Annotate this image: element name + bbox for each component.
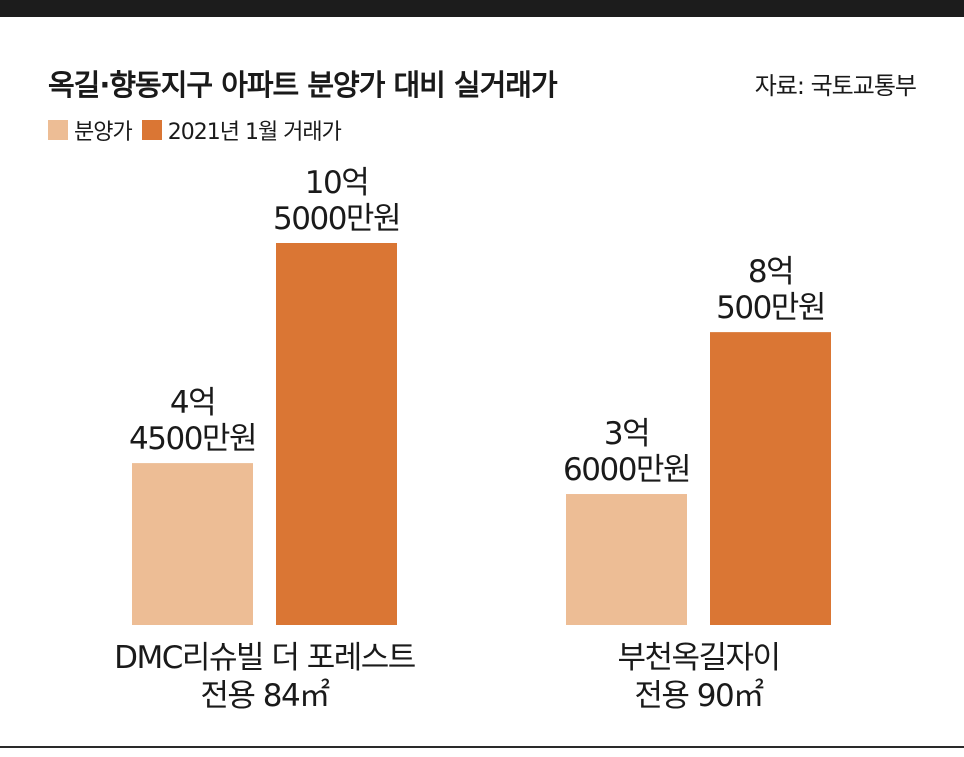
bottom-rule [0, 746, 964, 748]
legend-label-presale: 분양가 [74, 120, 133, 145]
bar-value-label: 3억 [604, 416, 649, 452]
category-label: 전용 84㎡ [200, 678, 330, 714]
category-label: 부천옥길자이 [617, 640, 779, 676]
bar-transaction-1 [710, 332, 831, 625]
bar-presale-1 [566, 494, 687, 625]
bar-transaction-0 [276, 243, 397, 625]
bar-value-label: 4500만원 [129, 421, 256, 457]
top-bar [0, 0, 964, 17]
chart-title: 옥길·향동지구 아파트 분양가 대비 실거래가 [48, 68, 558, 102]
bar-value-label: 6000만원 [563, 452, 690, 488]
source-note: 자료: 국토교통부 [754, 72, 917, 100]
legend-item-transaction: 2021년 1월 거래가 [141, 114, 342, 146]
bar-presale-0 [132, 463, 253, 625]
bar-value-label: 500만원 [716, 290, 825, 326]
bar-value-label: 10억 [305, 165, 368, 201]
category-label: 전용 90㎡ [634, 678, 764, 714]
legend-label-transaction: 2021년 1월 거래가 [167, 120, 342, 145]
category-label: DMC리슈빌 더 포레스트 [114, 640, 415, 676]
legend-item-presale: 분양가 [48, 114, 133, 146]
legend-swatch-presale [48, 120, 68, 140]
legend: 분양가 2021년 1월 거래가 [48, 114, 351, 146]
bar-value-label: 5000만원 [273, 201, 400, 237]
bar-value-label: 4억 [170, 385, 215, 421]
legend-swatch-transaction [141, 120, 162, 140]
bar-value-label: 8억 [748, 254, 793, 290]
